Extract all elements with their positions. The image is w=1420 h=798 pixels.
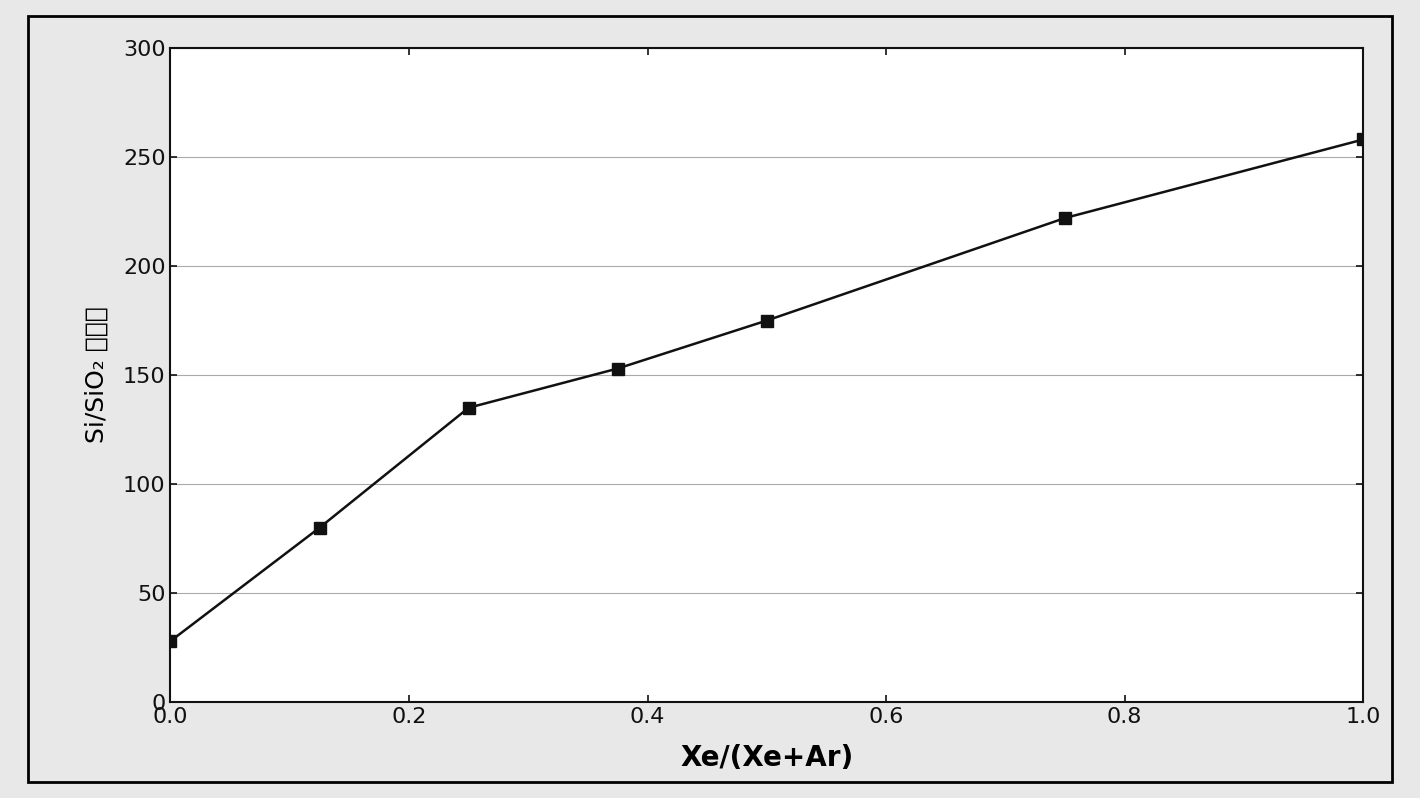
Y-axis label: Si/SiO₂ 选择性: Si/SiO₂ 选择性: [85, 306, 109, 444]
X-axis label: Xe/(Xe+Ar): Xe/(Xe+Ar): [680, 744, 853, 772]
